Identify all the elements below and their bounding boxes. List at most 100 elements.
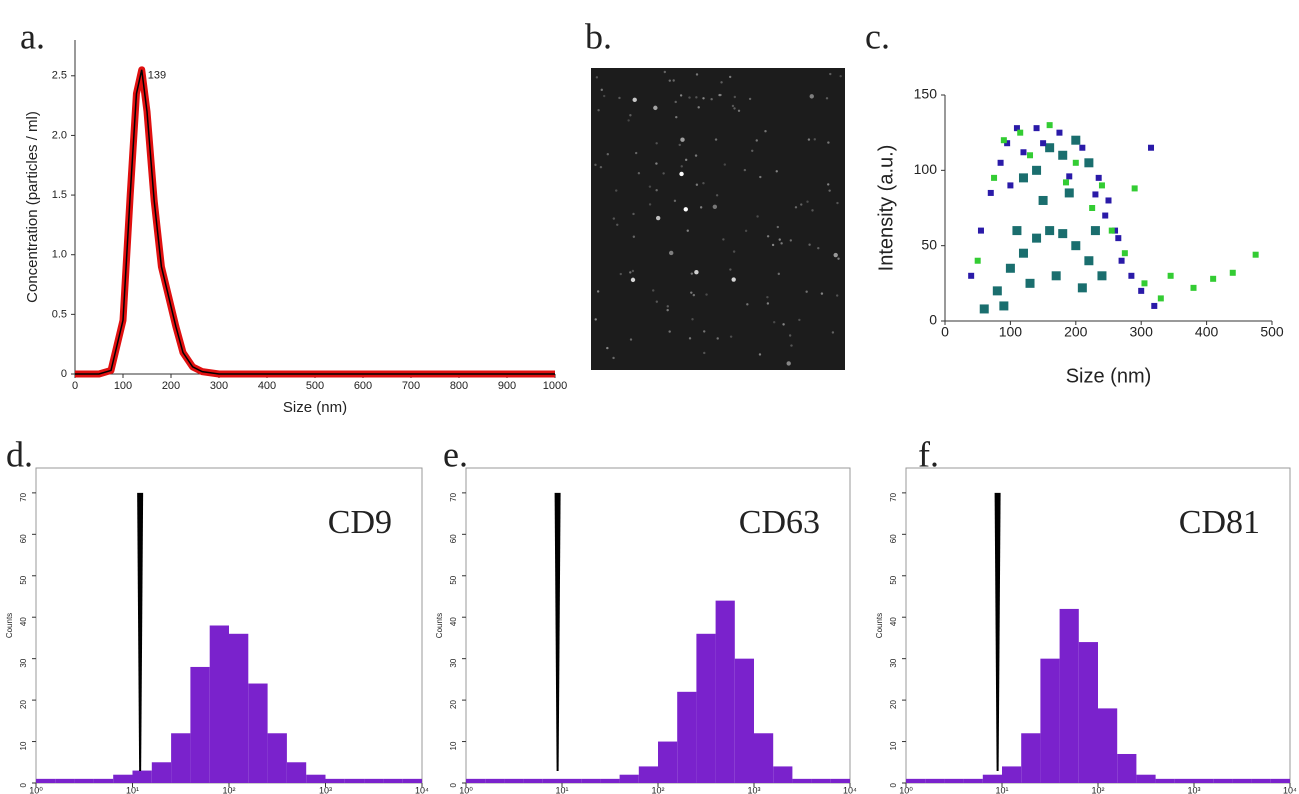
particle-spot	[655, 215, 661, 221]
particle-spot	[729, 335, 733, 338]
bar	[696, 633, 716, 783]
point	[1071, 241, 1081, 251]
particle-spot	[695, 183, 699, 186]
x-axis-label: Size (nm)	[283, 399, 347, 416]
bar	[925, 778, 945, 783]
point	[1056, 129, 1063, 136]
bar	[93, 778, 114, 783]
y-tick-label: 0	[449, 782, 458, 787]
particle-spot	[594, 318, 597, 321]
bar	[944, 778, 964, 783]
bar	[600, 778, 620, 783]
particle-spot	[702, 97, 705, 100]
marker-label: CD9	[328, 504, 392, 541]
point	[1072, 159, 1079, 166]
particle-spot	[627, 119, 630, 122]
bar	[190, 666, 210, 783]
x-tick-label: 100	[114, 380, 132, 392]
y-tick-label: 20	[19, 700, 28, 709]
x-tick-label: 600	[354, 380, 372, 392]
particle-spot	[695, 96, 698, 99]
bar	[1194, 778, 1214, 783]
bar	[792, 778, 812, 783]
point	[1004, 140, 1011, 147]
bar	[171, 733, 191, 783]
bar	[734, 658, 754, 783]
point	[1167, 272, 1174, 279]
particle-spot	[632, 97, 637, 103]
line	[75, 69, 555, 375]
point	[1077, 283, 1087, 293]
particle-spot	[629, 271, 632, 274]
x-tick-label: 1000	[543, 380, 567, 392]
panel-label: c.	[865, 16, 890, 56]
bar	[619, 774, 639, 783]
bar	[1059, 608, 1079, 783]
particle-spot	[672, 79, 675, 82]
particle-spot	[811, 209, 814, 212]
point	[1115, 235, 1122, 242]
bar	[504, 778, 524, 783]
particle-spot	[720, 81, 723, 84]
y-tick-label: 1.0	[52, 249, 67, 261]
panel-label: d.	[6, 434, 33, 474]
point	[1092, 191, 1099, 198]
particle-spot	[744, 229, 748, 233]
point	[979, 304, 989, 314]
x-tick-label: 10²	[651, 785, 664, 794]
particle-spot	[827, 141, 830, 144]
y-tick-label: 10	[889, 741, 898, 750]
particle-spot	[712, 204, 718, 210]
bar	[1174, 778, 1194, 783]
point	[1027, 152, 1034, 159]
bar	[248, 683, 268, 783]
y-axis-label: Intensity (a.u.)	[875, 145, 897, 272]
particle-spot	[655, 188, 658, 192]
particle-spot	[789, 239, 793, 242]
y-tick-label: 1.5	[52, 189, 67, 201]
particle-spot	[694, 154, 698, 157]
particle-spot	[595, 76, 599, 79]
bar	[344, 778, 365, 783]
particle-spot	[829, 72, 832, 76]
point	[987, 189, 994, 196]
point	[1040, 140, 1047, 147]
particle-spot	[728, 75, 732, 79]
particle-spot	[743, 168, 747, 172]
particle-spot	[776, 225, 780, 229]
particle-spot	[820, 292, 824, 295]
particle-spot	[731, 277, 736, 282]
particle-spot	[780, 242, 783, 245]
particle-spot	[597, 109, 600, 112]
point	[1012, 226, 1022, 236]
particle-spot	[688, 96, 691, 99]
bar	[1251, 778, 1271, 783]
bar	[74, 778, 94, 783]
y-tick-label: 2.0	[52, 129, 67, 141]
point	[1097, 271, 1107, 281]
point	[1157, 295, 1164, 302]
y-tick-label: 0	[929, 312, 937, 328]
particle-spot	[723, 163, 727, 166]
particle-spot	[612, 217, 616, 220]
x-tick-label: 300	[210, 380, 228, 392]
x-tick-label: 10⁴	[1283, 785, 1297, 794]
particle-spot	[775, 170, 778, 173]
panel-label: e.	[443, 434, 468, 474]
particle-spot	[798, 318, 801, 322]
bar	[581, 778, 601, 783]
x-tick-label: 100	[999, 324, 1023, 340]
particle-spot	[679, 94, 683, 97]
y-tick-label: 70	[19, 492, 28, 501]
particle-spot	[737, 109, 741, 112]
particle-spot	[679, 171, 684, 177]
x-tick-label: 400	[1195, 324, 1219, 340]
particle-spot	[684, 158, 688, 162]
y-tick-label: 150	[914, 86, 938, 102]
point	[1121, 250, 1128, 257]
y-tick-label: 20	[889, 700, 898, 709]
particle-spot	[652, 289, 655, 292]
y-tick-label: 50	[449, 575, 458, 584]
point	[1128, 272, 1135, 279]
particle-spot	[773, 321, 776, 324]
